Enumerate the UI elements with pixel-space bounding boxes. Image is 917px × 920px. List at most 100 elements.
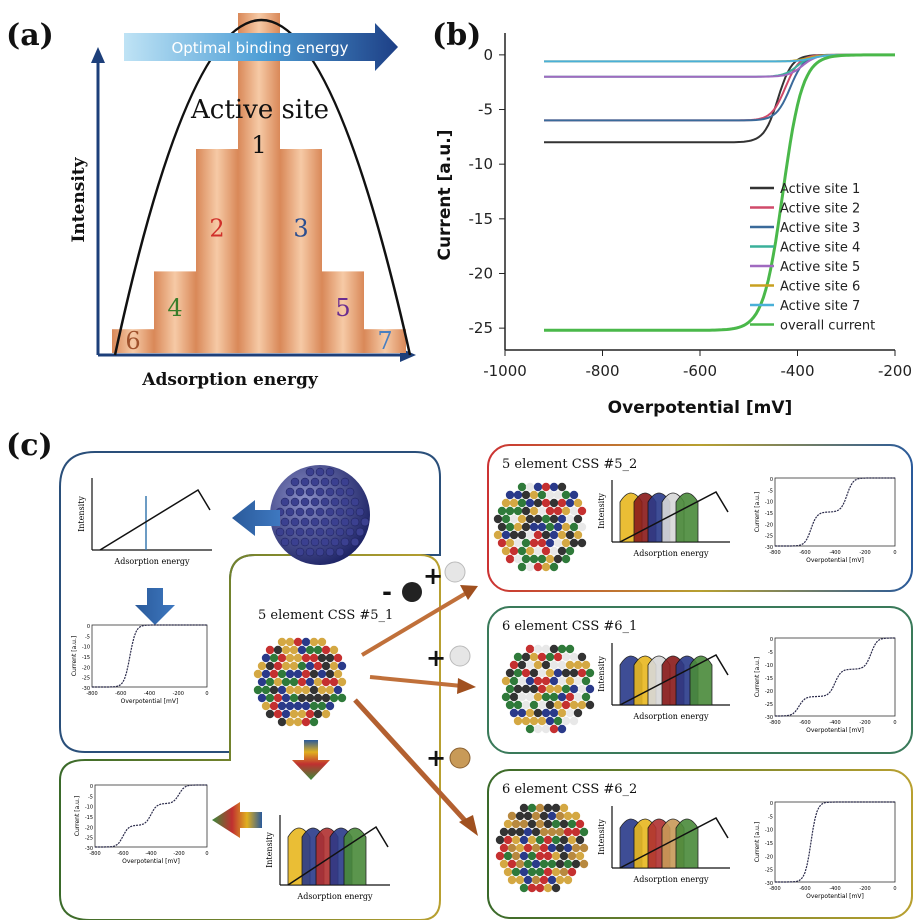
atom <box>565 498 575 508</box>
cv-xtick: -600 <box>799 886 810 892</box>
panel-b-chart: -1000 -800 -600 -400 -200 0 -5 -10 -15 -20 -25 Act… <box>435 33 912 418</box>
atom <box>501 676 511 686</box>
atom <box>555 811 565 821</box>
arrows-to-right-boxes <box>353 585 478 836</box>
atom <box>517 546 527 556</box>
atom <box>529 538 539 548</box>
cv-ytick: -10 <box>765 500 773 506</box>
cv-xlabel: Overpotential [mV] <box>806 727 864 734</box>
atom <box>317 637 327 647</box>
atom <box>527 819 537 829</box>
atom <box>301 669 311 679</box>
atom <box>281 709 291 719</box>
atom <box>315 527 325 537</box>
atom <box>567 867 577 877</box>
atom <box>567 819 577 829</box>
atom <box>521 700 531 710</box>
atom <box>571 843 581 853</box>
atom <box>525 644 535 654</box>
cv-curve <box>775 801 895 883</box>
cv-xtick: -600 <box>115 691 126 697</box>
atom <box>501 530 511 540</box>
cv-ylabel: Current [a.u.] <box>754 657 761 697</box>
atom <box>553 668 563 678</box>
atom <box>529 684 539 694</box>
hist-peak <box>689 655 713 706</box>
atom <box>545 538 555 548</box>
bar-site-6 <box>112 329 154 353</box>
cv-ytick: -30 <box>765 881 773 887</box>
atom <box>310 537 320 547</box>
css-5-1-container <box>59 554 441 920</box>
atom <box>280 517 290 527</box>
atom <box>513 490 523 500</box>
atom <box>529 716 539 726</box>
atom <box>337 693 347 703</box>
atom <box>549 562 559 572</box>
atom <box>350 497 360 507</box>
atom <box>277 717 287 727</box>
cv-ytick: -20 <box>82 665 90 671</box>
b-ytick-label: 0 <box>483 46 493 64</box>
atom <box>557 644 567 654</box>
atom <box>329 645 339 655</box>
atom <box>529 652 539 662</box>
atom <box>285 487 295 497</box>
atom <box>549 514 559 524</box>
cv-ytick: 0 <box>770 801 773 807</box>
atom <box>281 661 291 671</box>
atom <box>557 692 567 702</box>
atom <box>561 684 571 694</box>
optimal-binding-text: Optimal binding energy <box>171 39 348 57</box>
atom <box>549 546 559 556</box>
b-ytick-label: -20 <box>469 264 494 282</box>
atom <box>297 661 307 671</box>
atom <box>330 477 340 487</box>
bar-label-4: 4 <box>167 294 182 322</box>
atom <box>493 514 503 524</box>
atom <box>507 859 517 869</box>
atom <box>281 645 291 655</box>
atom <box>297 645 307 655</box>
atom <box>297 677 307 687</box>
a-xlabel: Adsorption energy <box>141 370 319 390</box>
minus-sign: - <box>382 578 392 606</box>
atom <box>579 843 589 853</box>
atom <box>561 700 571 710</box>
atom <box>577 522 587 532</box>
plus-sign-1: + <box>423 562 443 590</box>
cv-ytick: -30 <box>765 715 773 721</box>
cv-ytick: 0 <box>770 637 773 643</box>
atom <box>525 724 535 734</box>
hist-volcano <box>619 491 729 543</box>
atom <box>537 700 547 710</box>
atom <box>509 530 519 540</box>
cv-ytick: -5 <box>768 814 773 820</box>
atom <box>545 506 555 516</box>
atom <box>577 684 587 694</box>
atom <box>285 685 295 695</box>
cv-curve <box>775 477 895 547</box>
b-ytick-label: -10 <box>469 155 494 173</box>
atom <box>557 660 567 670</box>
atom <box>525 708 535 718</box>
atom <box>313 677 323 687</box>
bar-site-1 <box>238 13 280 353</box>
atom <box>513 522 523 532</box>
atom <box>529 490 539 500</box>
atom <box>543 835 553 845</box>
atom <box>567 851 577 861</box>
atom <box>573 676 583 686</box>
atom <box>511 835 521 845</box>
atom <box>515 811 525 821</box>
atom <box>549 482 559 492</box>
cv-ytick: -25 <box>85 836 93 842</box>
cv-xtick: -800 <box>769 886 780 892</box>
cv-xtick: -600 <box>799 720 810 726</box>
atom <box>497 538 507 548</box>
cv-ytick: -20 <box>765 522 773 528</box>
atom <box>285 527 295 537</box>
atom <box>269 701 279 711</box>
white-atom-2 <box>449 645 471 667</box>
cv-ytick: -5 <box>768 488 773 494</box>
